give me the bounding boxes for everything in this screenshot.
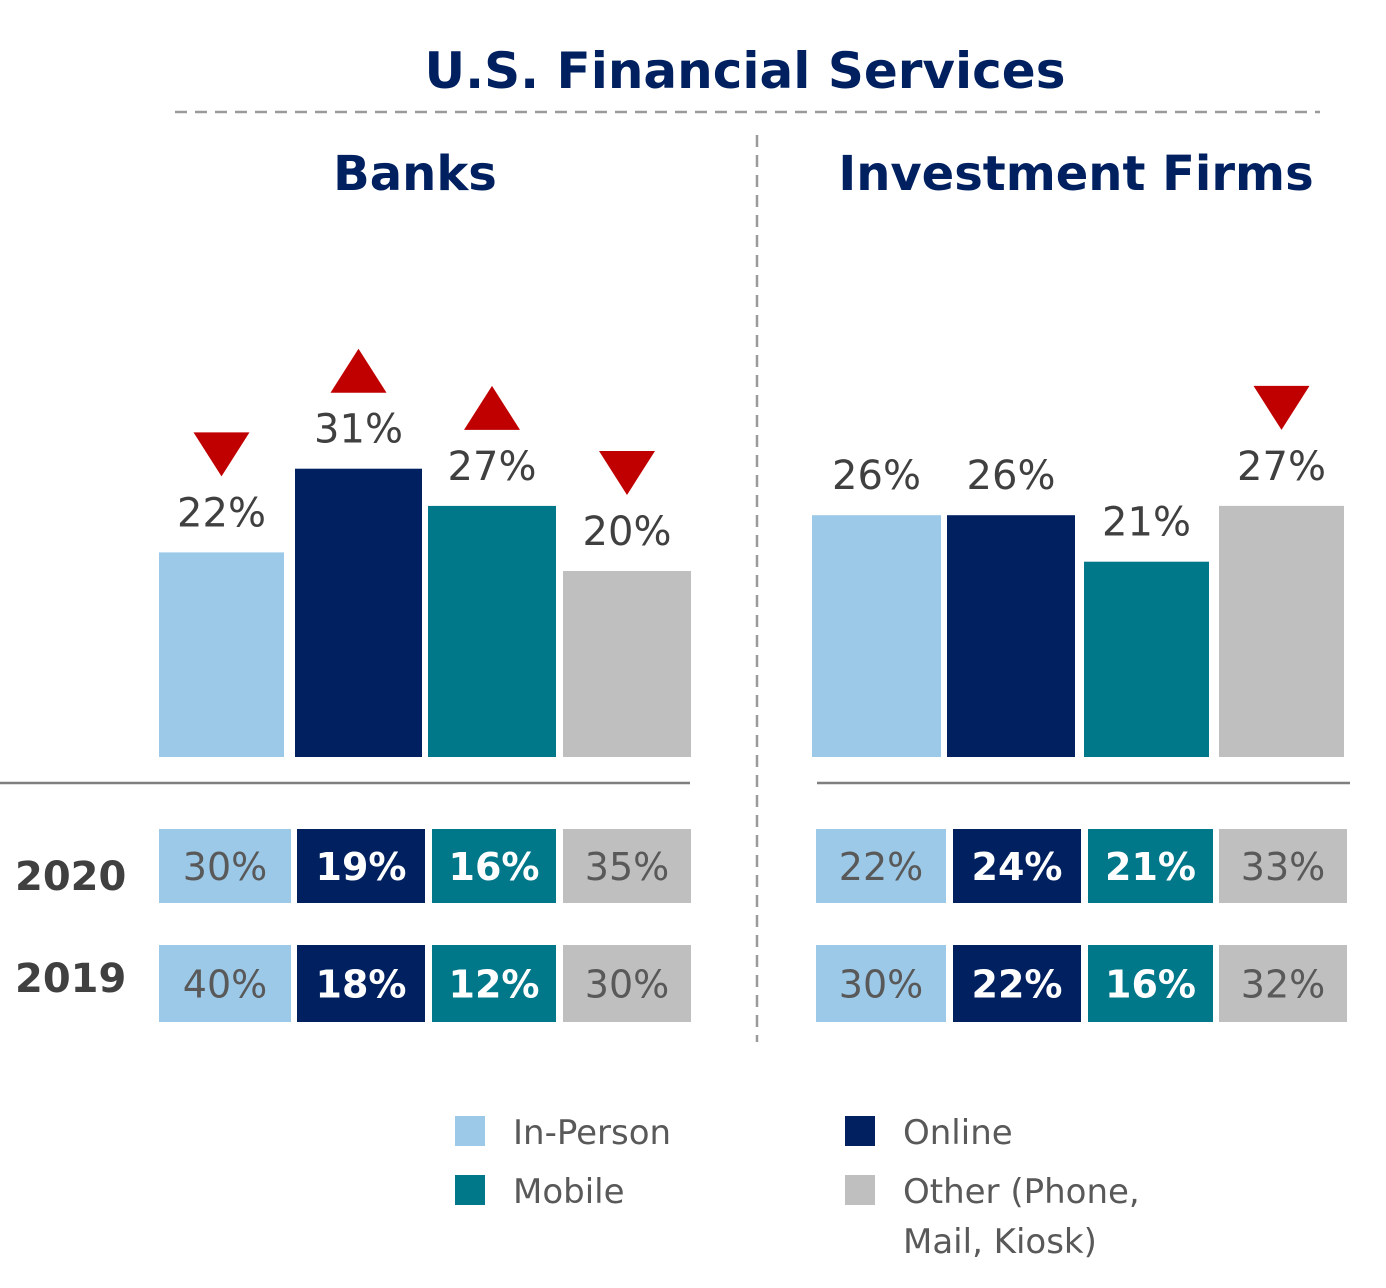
year-label-2019: 2019 [15,956,126,1002]
value-label-investment-firms-in-person: 26% [832,453,921,499]
legend-item-other: Other (Phone, Mail, Kiosk) [845,1167,1140,1267]
table-cell-investment-firms-2019-other-phone-mail-kiosk [1219,945,1347,1022]
table-cell-label-investment-firms-2020-in-person: 22% [839,845,923,889]
trend-down-arrow-investment-firms-other-phone-mail-kiosk [1253,385,1310,430]
bar-banks-other-phone-mail-kiosk [563,571,691,757]
legend-label-other-line-1: Other (Phone, [903,1172,1140,1212]
value-label-banks-mobile: 27% [448,444,537,490]
table-cell-banks-2020-online [297,829,425,903]
table-cell-label-banks-2019-in-person: 40% [183,963,267,1007]
table-cell-label-banks-2020-in-person: 30% [183,845,267,889]
trend-down-arrow-banks-in-person [193,432,250,477]
table-cell-banks-2019-other-phone-mail-kiosk [563,945,691,1022]
legend-label-in-person: In-Person [513,1113,672,1153]
bar-investment-firms-online [947,515,1075,757]
legend-swatch-in-person [455,1116,485,1146]
value-label-investment-firms-online: 26% [967,453,1056,499]
table-cell-label-banks-2019-other-phone-mail-kiosk: 30% [585,963,669,1007]
table-cell-investment-firms-2019-in-person [816,945,946,1022]
value-label-investment-firms-other-phone-mail-kiosk: 27% [1237,444,1326,490]
table-cell-label-investment-firms-2019-online: 22% [972,963,1063,1007]
legend-item-online: Online [845,1108,1013,1158]
value-label-banks-online: 31% [314,407,403,453]
legend-swatch-other [845,1175,875,1205]
value-label-investment-firms-mobile: 21% [1102,500,1191,546]
table-cell-label-investment-firms-2019-other-phone-mail-kiosk: 32% [1241,963,1325,1007]
table-cell-label-investment-firms-2020-mobile: 21% [1105,845,1196,889]
legend-item-in-person: In-Person [455,1108,671,1158]
table-cell-banks-2019-in-person [159,945,291,1022]
chart-marks: 22% 31% 27% 20% 30% 19% 16% 35% 40% 18% 12% 30% 26% 2… [159,348,1347,1022]
table-cell-label-banks-2019-mobile: 12% [449,963,540,1007]
table-cell-label-investment-firms-2019-mobile: 16% [1105,963,1196,1007]
legend-swatch-online [845,1116,875,1146]
panel-title-investment-firms: Investment Firms [838,146,1313,202]
table-cell-label-investment-firms-2020-other-phone-mail-kiosk: 33% [1241,845,1325,889]
bar-banks-online [295,468,422,757]
trend-up-arrow-banks-mobile [464,385,520,430]
table-cell-investment-firms-2020-other-phone-mail-kiosk [1219,829,1347,903]
table-cell-label-banks-2020-mobile: 16% [449,845,540,889]
table-cell-label-investment-firms-2020-online: 24% [972,845,1063,889]
bar-investment-firms-mobile [1084,561,1209,757]
table-cell-investment-firms-2020-mobile [1088,829,1213,903]
bar-investment-firms-in-person [812,515,941,757]
legend-label-online: Online [903,1113,1013,1153]
bar-investment-firms-other-phone-mail-kiosk [1219,505,1344,757]
legend-label-mobile: Mobile [513,1172,625,1212]
table-cell-investment-firms-2020-in-person [816,829,946,903]
panel-title-banks: Banks [333,146,497,202]
table-cell-banks-2019-online [297,945,425,1022]
bar-banks-in-person [159,552,284,757]
table-cell-investment-firms-2020-online [953,829,1081,903]
table-cell-banks-2019-mobile [432,945,556,1022]
table-cell-label-banks-2020-online: 19% [316,845,407,889]
value-label-banks-other-phone-mail-kiosk: 20% [583,509,672,555]
table-cell-banks-2020-in-person [159,829,291,903]
legend-item-mobile: Mobile [455,1167,625,1217]
value-label-banks-in-person: 22% [177,490,266,536]
table-cell-investment-firms-2019-mobile [1088,945,1213,1022]
legend-label-other-line-2: Mail, Kiosk) [903,1222,1097,1262]
table-cell-label-banks-2019-online: 18% [316,963,407,1007]
trend-down-arrow-banks-other-phone-mail-kiosk [599,451,655,495]
chart-title: U.S. Financial Services [425,42,1066,100]
table-cell-banks-2020-other-phone-mail-kiosk [563,829,691,903]
table-cell-banks-2020-mobile [432,829,556,903]
year-label-2020: 2020 [15,854,126,900]
legend-swatch-mobile [455,1175,485,1205]
trend-up-arrow-banks-online [330,348,387,393]
table-cell-label-investment-firms-2019-in-person: 30% [839,963,923,1007]
table-cell-investment-firms-2019-online [953,945,1081,1022]
table-cell-label-banks-2020-other-phone-mail-kiosk: 35% [585,845,669,889]
bar-banks-mobile [428,505,556,757]
legend-label-other: Other (Phone, Mail, Kiosk) [903,1167,1140,1267]
